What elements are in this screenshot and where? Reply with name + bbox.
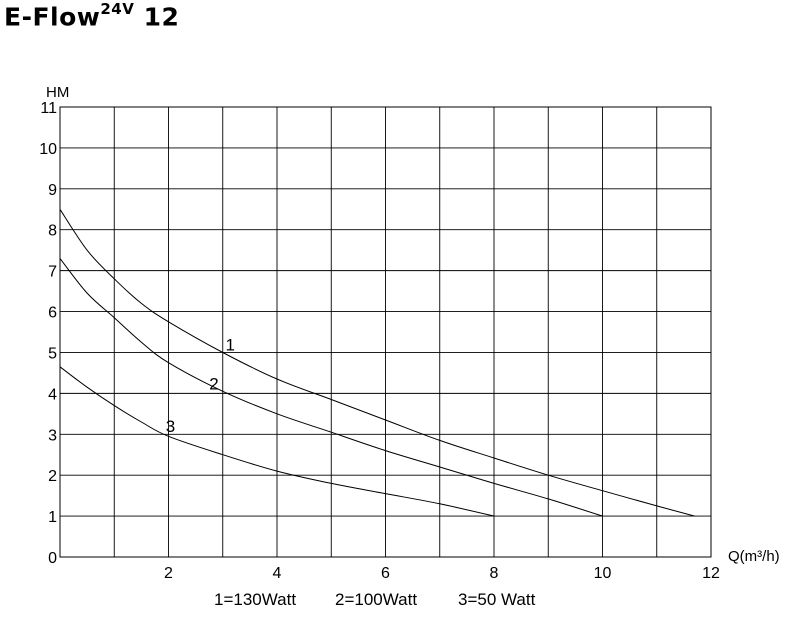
y-tick-label: 1: [48, 509, 57, 526]
title-main: E-Flow: [4, 2, 101, 32]
curve-1: [59, 209, 695, 517]
y-tick-label: 5: [48, 345, 57, 362]
y-axis-label: HM: [46, 84, 69, 101]
y-tick-label: 6: [48, 305, 57, 322]
curve-2: [59, 258, 603, 517]
legend-item-3: 3=50 Watt: [458, 590, 536, 609]
curve-3: [59, 366, 495, 517]
y-tick-label: 3: [48, 427, 57, 444]
curves: [59, 209, 695, 517]
x-axis-label: Q(m³/h): [728, 548, 780, 565]
y-tick-label: 0: [48, 550, 57, 567]
x-tick-label: 4: [273, 565, 282, 582]
x-tick-label: 8: [490, 565, 499, 582]
grid: [59, 106, 712, 558]
plot-frame: [59, 106, 712, 558]
y-tick-label: 8: [48, 223, 57, 240]
title-superscript: 24V: [100, 0, 135, 18]
x-tick-label: 2: [164, 565, 173, 582]
legend-item-1: 1=130Watt: [214, 590, 296, 609]
y-tick-label: 2: [48, 468, 57, 485]
title-rest: 12: [134, 2, 180, 32]
y-tick-label: 4: [48, 386, 57, 403]
x-tick-label: 6: [381, 565, 390, 582]
y-tick-label: 9: [48, 182, 57, 199]
x-tick-label: 12: [702, 565, 720, 582]
curve-label-2: 2: [209, 374, 218, 393]
curve-label-3: 3: [166, 417, 175, 436]
curve-label-1: 1: [225, 335, 234, 354]
y-tick-label: 10: [39, 141, 57, 158]
chart-title: E-Flow24V 12: [4, 0, 180, 32]
y-tick-label: 7: [48, 264, 57, 281]
x-tick-label: 10: [594, 565, 612, 582]
legend-item-2: 2=100Watt: [335, 590, 417, 609]
y-tick-label: 11: [40, 100, 57, 117]
